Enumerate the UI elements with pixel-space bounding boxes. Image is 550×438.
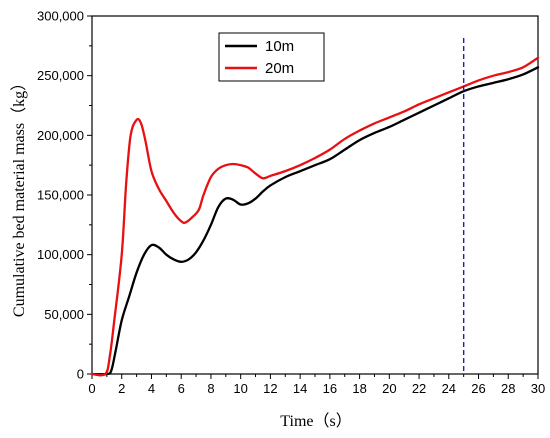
- x-tick-label: 0: [88, 381, 95, 396]
- series-layer: [90, 56, 540, 377]
- legend-label-20m: 20m: [265, 60, 294, 77]
- x-tick-label: 22: [412, 381, 426, 396]
- x-tick-label: 10: [233, 381, 247, 396]
- x-tick-label: 2: [118, 381, 125, 396]
- y-tick-label: 300,000: [37, 9, 84, 24]
- y-tick-label: 150,000: [37, 188, 84, 203]
- x-axis-label: Time（s）: [280, 412, 351, 430]
- x-tick-label: 30: [531, 381, 545, 396]
- x-tick-label: 6: [178, 381, 185, 396]
- x-tick-label: 4: [148, 381, 155, 396]
- y-axis-label: Cumulative bed material mass（kg）: [10, 75, 28, 317]
- legend: 10m 20m: [218, 32, 325, 82]
- legend-label-10m: 10m: [265, 38, 294, 55]
- y-tick-label: 0: [77, 367, 84, 382]
- series-line-10m: [90, 66, 540, 376]
- y-tick-label: 250,000: [37, 68, 84, 83]
- series-line-20m: [90, 56, 540, 377]
- x-tick-label: 18: [352, 381, 366, 396]
- x-tick-label: 12: [263, 381, 277, 396]
- x-tick-label: 24: [442, 381, 456, 396]
- tick-labels: 0 2 4 6 8 10 12 14 16 18 20 22 24 26 28 30050,000100,00…: [37, 9, 545, 397]
- x-tick-label: 26: [471, 381, 485, 396]
- x-tick-label: 8: [207, 381, 214, 396]
- legend-box: [218, 32, 325, 82]
- y-tick-label: 100,000: [37, 247, 84, 262]
- axis-ticks: [87, 15, 539, 379]
- x-tick-label: 16: [323, 381, 337, 396]
- x-tick-label: 14: [293, 381, 307, 396]
- y-tick-label: 50,000: [44, 307, 84, 322]
- y-tick-label: 200,000: [37, 128, 84, 143]
- x-tick-label: 28: [501, 381, 515, 396]
- x-tick-label: 20: [382, 381, 396, 396]
